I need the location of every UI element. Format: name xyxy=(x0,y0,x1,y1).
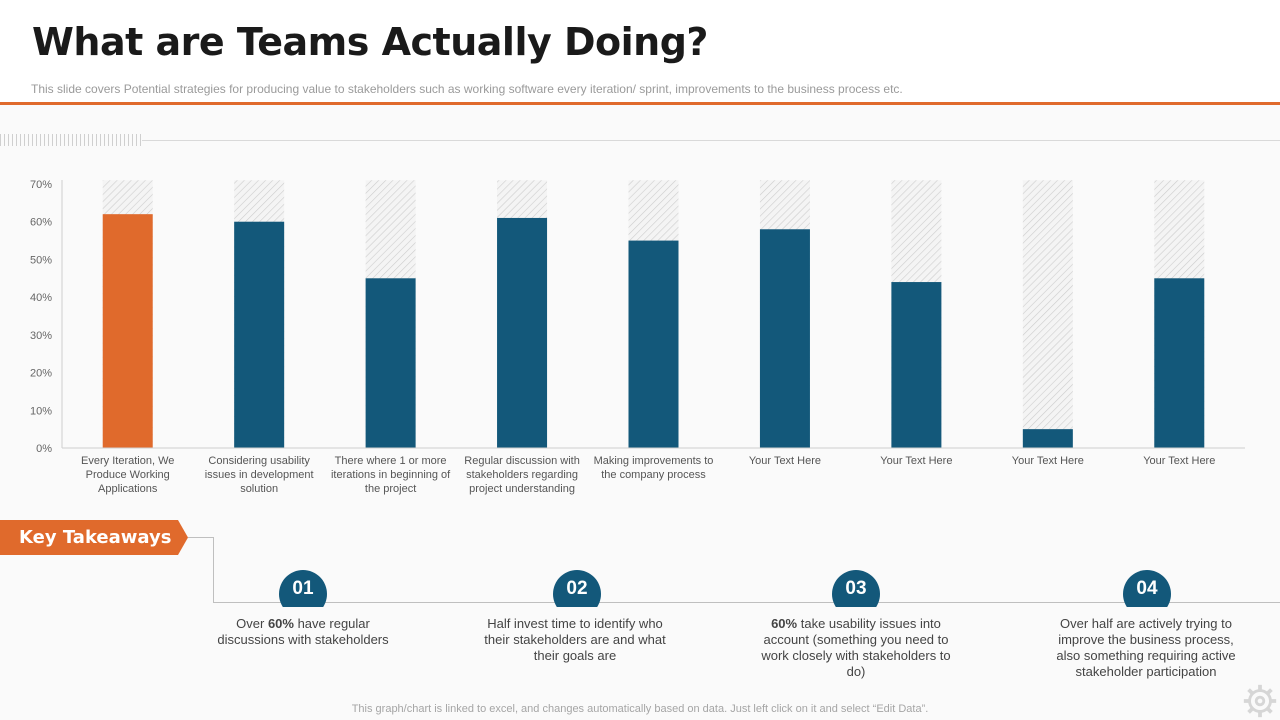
y-tick-label: 20% xyxy=(30,368,52,380)
bar xyxy=(497,217,548,448)
takeaway-text: 60% take usability issues into account (… xyxy=(761,616,951,679)
bar xyxy=(759,229,810,448)
decorative-divider xyxy=(142,140,1280,141)
y-tick-label: 50% xyxy=(30,254,52,266)
x-category-label: There where 1 or more iterations in begin… xyxy=(330,455,451,495)
takeaway-number-circle: 01 xyxy=(279,570,327,607)
takeaway-text: Over 60% have regular discussions with s… xyxy=(217,616,389,647)
takeaway-number-circle: 04 xyxy=(1123,570,1171,607)
bar xyxy=(234,221,285,448)
bar-chart: 0% 10% 20% 30% 40% 50% 60% 70% xyxy=(30,179,1245,455)
y-tick-label: 10% xyxy=(30,405,52,417)
takeaway-number-circle: 03 xyxy=(832,570,880,607)
takeaway-text: Half invest time to identify who their s… xyxy=(484,616,666,663)
x-category-label: Your Text Here xyxy=(1011,455,1084,467)
x-category-label: Your Text Here xyxy=(1143,455,1216,467)
header-rule xyxy=(0,102,1280,105)
bar xyxy=(1154,278,1205,448)
x-category-label: Making improvements to the company proces… xyxy=(593,455,714,481)
y-tick-label: 0% xyxy=(36,443,52,455)
bar xyxy=(102,214,153,448)
gear-icon xyxy=(1243,684,1277,718)
takeaways-connector xyxy=(213,537,214,603)
y-tick-label: 70% xyxy=(30,179,52,191)
bar xyxy=(628,240,679,448)
takeaways-timeline xyxy=(213,602,1280,603)
x-category-label: Your Text Here xyxy=(748,455,822,467)
page-title: What are Teams Actually Doing? xyxy=(32,20,708,64)
y-tick-label: 40% xyxy=(30,292,52,304)
key-takeaways-badge xyxy=(0,520,188,555)
x-category-label: Your Text Here xyxy=(880,455,953,467)
decorative-tick-strip xyxy=(0,134,142,146)
takeaway-number-circle: 02 xyxy=(553,570,601,607)
x-category-label: Considering usability issues in developme… xyxy=(204,455,314,495)
x-category-label: Regular discussion with stakeholders rega… xyxy=(464,455,580,495)
y-tick-label: 60% xyxy=(30,217,52,229)
footer-note: This graph/chart is linked to excel, and… xyxy=(351,703,929,715)
page-subtitle: This slide covers Potential strategies f… xyxy=(31,82,903,96)
background-bar xyxy=(1022,180,1073,448)
takeaway-text: Over half are actively trying to improve… xyxy=(1056,616,1236,679)
bar xyxy=(365,278,416,448)
y-tick-label: 30% xyxy=(30,330,52,342)
bar xyxy=(891,282,942,448)
takeaways-connector xyxy=(188,537,214,538)
bar xyxy=(1022,429,1073,448)
x-category-label: Every Iteration, We Produce Working Applic… xyxy=(81,455,175,495)
key-takeaways-label: Key Takeaways xyxy=(19,527,172,548)
